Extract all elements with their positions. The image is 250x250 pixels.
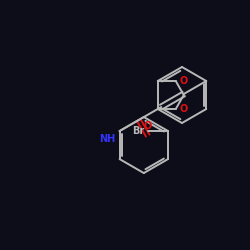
Text: Br: Br [132,126,144,136]
Text: NH: NH [99,134,116,144]
Text: O: O [180,104,188,114]
Text: O: O [144,120,152,130]
Text: O: O [180,76,188,86]
